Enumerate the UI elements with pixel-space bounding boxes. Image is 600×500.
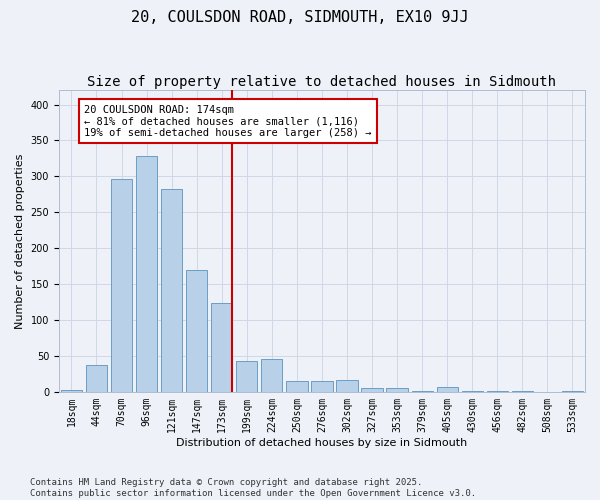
X-axis label: Distribution of detached houses by size in Sidmouth: Distribution of detached houses by size … xyxy=(176,438,467,448)
Bar xyxy=(412,391,433,392)
Bar xyxy=(461,391,483,392)
Bar xyxy=(286,381,308,392)
Text: Contains HM Land Registry data © Crown copyright and database right 2025.
Contai: Contains HM Land Registry data © Crown c… xyxy=(30,478,476,498)
Bar xyxy=(261,359,283,392)
Bar xyxy=(111,179,132,392)
Text: 20, COULSDON ROAD, SIDMOUTH, EX10 9JJ: 20, COULSDON ROAD, SIDMOUTH, EX10 9JJ xyxy=(131,10,469,25)
Bar xyxy=(386,388,408,392)
Bar xyxy=(161,190,182,392)
Bar xyxy=(337,380,358,392)
Bar xyxy=(437,387,458,392)
Bar xyxy=(236,361,257,392)
Bar xyxy=(211,304,232,392)
Bar xyxy=(562,391,583,392)
Bar xyxy=(487,391,508,392)
Bar xyxy=(86,364,107,392)
Bar xyxy=(61,390,82,392)
Y-axis label: Number of detached properties: Number of detached properties xyxy=(15,154,25,328)
Bar xyxy=(311,381,332,392)
Bar xyxy=(512,391,533,392)
Text: 20 COULSDON ROAD: 174sqm
← 81% of detached houses are smaller (1,116)
19% of sem: 20 COULSDON ROAD: 174sqm ← 81% of detach… xyxy=(84,104,371,138)
Title: Size of property relative to detached houses in Sidmouth: Size of property relative to detached ho… xyxy=(88,75,556,89)
Bar xyxy=(186,270,208,392)
Bar xyxy=(361,388,383,392)
Bar xyxy=(136,156,157,392)
